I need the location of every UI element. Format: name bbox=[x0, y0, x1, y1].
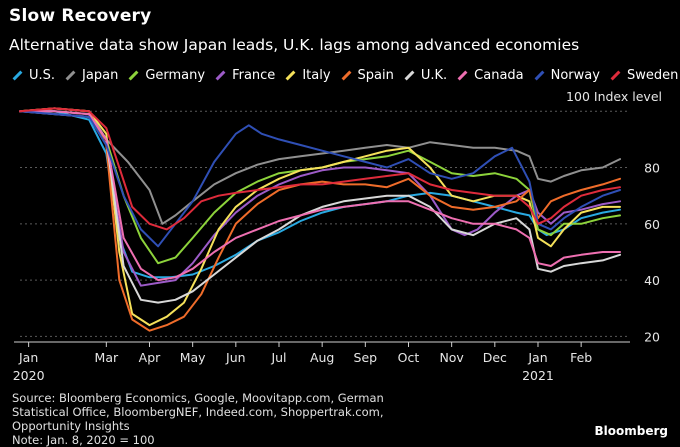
chart-footer: Source: Bloomberg Economics, Google, Moo… bbox=[12, 391, 442, 447]
legend-label: U.S. bbox=[29, 68, 56, 83]
series-line-japan bbox=[19, 107, 621, 225]
chart-title: Slow Recovery bbox=[9, 6, 152, 26]
x-tick-label-jul-5: Jul bbox=[270, 350, 286, 365]
y-tick-label-40: 40 bbox=[644, 273, 660, 288]
legend-item-sweden: Sweden bbox=[610, 68, 678, 83]
legend-label: Germany bbox=[145, 68, 206, 83]
legend-label: Canada bbox=[474, 68, 524, 83]
legend-item-germany: Germany bbox=[128, 68, 205, 83]
legend-item-uk: U.K. bbox=[404, 68, 447, 83]
series-line-uk bbox=[19, 110, 621, 304]
y-tick-label-60: 60 bbox=[644, 217, 660, 232]
x-tick-label-nov-9: Nov bbox=[439, 350, 464, 365]
x-tick-label-apr-2: Apr bbox=[139, 350, 161, 365]
x-tick-label-oct-8: Oct bbox=[398, 350, 420, 365]
legend-label: Spain bbox=[357, 68, 394, 83]
x-tick-label-jan-0: Jan bbox=[18, 350, 38, 365]
legend-item-france: France bbox=[215, 68, 275, 83]
x-tick-label-aug-6: Aug bbox=[310, 350, 334, 365]
bloomberg-logo: Bloomberg bbox=[594, 424, 669, 438]
y-tick-label-20: 20 bbox=[644, 329, 660, 344]
legend-item-norway: Norway bbox=[534, 68, 600, 83]
y-axis-unit-label: 100 Index level bbox=[566, 89, 662, 104]
series-line-canada bbox=[19, 110, 621, 282]
legend-label: U.K. bbox=[420, 68, 448, 83]
index-note: Note: Jan. 8, 2020 = 100 bbox=[12, 433, 155, 447]
legend-item-canada: Canada bbox=[457, 68, 524, 83]
legend-item-japan: Japan bbox=[65, 68, 118, 83]
chart-legend: U.S. Japan Germany France Italy Spain U.K. Cana… bbox=[12, 68, 680, 83]
legend-item-us: U.S. bbox=[12, 68, 55, 83]
series-line-sweden bbox=[19, 107, 621, 231]
legend-label: Sweden bbox=[626, 68, 679, 83]
chart-subtitle: Alternative data show Japan leads, U.K. … bbox=[9, 36, 580, 54]
x-tick-label-jun-4: Jun bbox=[225, 350, 246, 365]
x-tick-label-dec-10: Dec bbox=[483, 350, 507, 365]
x-tick-label-feb-12: Feb bbox=[570, 350, 592, 365]
legend-label: Japan bbox=[82, 68, 119, 83]
y-tick-label-80: 80 bbox=[644, 161, 660, 176]
series-line-france bbox=[19, 110, 621, 287]
legend-label: Italy bbox=[302, 68, 331, 83]
x-tick-year-2020: 2020 bbox=[13, 368, 45, 383]
x-tick-label-jan-11: Jan bbox=[527, 350, 547, 365]
x-tick-label-may-3: May bbox=[180, 350, 206, 365]
series-line-italy bbox=[19, 107, 621, 327]
x-tick-label-mar-1: Mar bbox=[95, 350, 119, 365]
legend-label: Norway bbox=[550, 68, 600, 83]
legend-label: France bbox=[232, 68, 276, 83]
legend-item-italy: Italy bbox=[285, 68, 331, 83]
x-tick-year-2021: 2021 bbox=[522, 368, 554, 383]
x-tick-label-sep-7: Sep bbox=[354, 350, 378, 365]
source-note: Source: Bloomberg Economics, Google, Moo… bbox=[12, 391, 384, 433]
legend-item-spain: Spain bbox=[341, 68, 394, 83]
series-line-norway bbox=[19, 110, 621, 248]
